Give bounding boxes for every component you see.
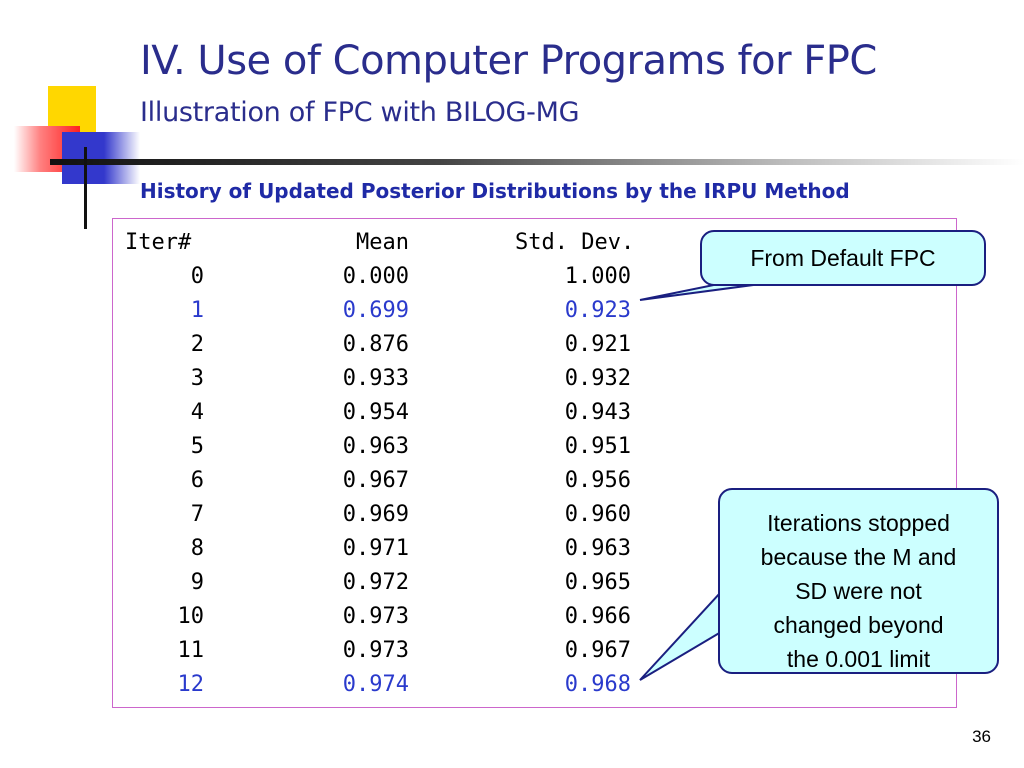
mean-cell: 0.699 — [342, 298, 409, 323]
iter-cell: 7 — [190, 502, 204, 527]
mean-cell: 0.876 — [342, 332, 409, 357]
table-row: 7 0.969 0.960 — [113, 498, 956, 532]
table-row: 0 0.000 1.000 — [113, 260, 956, 294]
decoration-blue-gradient — [104, 132, 140, 184]
std-dev-cell: 0.921 — [564, 332, 631, 357]
table-row: 8 0.971 0.963 — [113, 532, 956, 566]
iteration-table: Iter# Mean Std. Dev. 0 0.000 1.000 1 0.699 0.… — [112, 218, 957, 708]
table-row: 9 0.972 0.965 — [113, 566, 956, 600]
table-row: 6 0.967 0.956 — [113, 464, 956, 498]
std-dev-cell: 0.943 — [564, 400, 631, 425]
iter-cell: 12 — [177, 672, 205, 697]
header-mean: Mean — [356, 230, 409, 255]
callout-line: because the M and — [760, 544, 957, 570]
std-dev-cell: 0.963 — [564, 536, 631, 561]
table-row: 11 0.973 0.967 — [113, 634, 956, 668]
mean-cell: 0.971 — [342, 536, 409, 561]
mean-cell: 0.963 — [342, 434, 409, 459]
table-row: 3 0.933 0.932 — [113, 362, 956, 396]
page-title: IV. Use of Computer Programs for FPC — [140, 38, 877, 84]
iter-cell: 0 — [190, 264, 204, 289]
table-row: 12 0.974 0.968 — [113, 668, 956, 702]
mean-cell: 0.933 — [342, 366, 409, 391]
page-subtitle: Illustration of FPC with BILOG-MG — [140, 97, 580, 128]
callout-line: SD were not — [795, 578, 922, 604]
iter-cell: 11 — [177, 638, 205, 663]
iter-cell: 9 — [190, 570, 204, 595]
iter-cell: 6 — [190, 468, 204, 493]
header-std-dev: Std. Dev. — [515, 230, 635, 255]
std-dev-cell: 0.967 — [564, 638, 631, 663]
std-dev-cell: 1.000 — [564, 264, 631, 289]
table-row: 4 0.954 0.943 — [113, 396, 956, 430]
iter-cell: 8 — [190, 536, 204, 561]
callout-line: Iterations stopped — [767, 510, 950, 536]
iter-cell: 1 — [190, 298, 204, 323]
page-number: 36 — [972, 727, 991, 746]
std-dev-cell: 0.966 — [564, 604, 631, 629]
iter-cell: 3 — [190, 366, 204, 391]
std-dev-cell: 0.960 — [564, 502, 631, 527]
table-row: 1 0.699 0.923 — [113, 294, 956, 328]
std-dev-cell: 0.968 — [564, 672, 631, 697]
mean-cell: 0.972 — [342, 570, 409, 595]
mean-cell: 0.974 — [342, 672, 409, 697]
mean-cell: 0.954 — [342, 400, 409, 425]
table-row: 10 0.973 0.966 — [113, 600, 956, 634]
mean-cell: 0.973 — [342, 638, 409, 663]
iter-cell: 5 — [190, 434, 204, 459]
decoration-vertical-rule — [84, 147, 87, 229]
mean-cell: 0.973 — [342, 604, 409, 629]
iter-cell: 10 — [177, 604, 205, 629]
iter-cell: 4 — [190, 400, 204, 425]
std-dev-cell: 0.965 — [564, 570, 631, 595]
callout-default-fpc: From Default FPC — [700, 230, 986, 286]
callout-line: changed beyond — [773, 612, 944, 638]
decoration-horizontal-rule — [50, 159, 1024, 165]
table-row: 2 0.876 0.921 — [113, 328, 956, 362]
section-heading: History of Updated Posterior Distributio… — [140, 179, 850, 203]
iter-cell: 2 — [190, 332, 204, 357]
std-dev-cell: 0.932 — [564, 366, 631, 391]
std-dev-cell: 0.956 — [564, 468, 631, 493]
mean-cell: 0.967 — [342, 468, 409, 493]
mean-cell: 0.000 — [342, 264, 409, 289]
callout-iterations-stopped: Iterations stopped because the M and SD … — [718, 488, 999, 674]
std-dev-cell: 0.923 — [564, 298, 631, 323]
header-iter: Iter# — [125, 230, 192, 255]
std-dev-cell: 0.951 — [564, 434, 631, 459]
callout-line: the 0.001 limit — [786, 646, 931, 672]
table-header-row: Iter# Mean Std. Dev. — [113, 226, 956, 260]
table-row: 5 0.963 0.951 — [113, 430, 956, 464]
mean-cell: 0.969 — [342, 502, 409, 527]
